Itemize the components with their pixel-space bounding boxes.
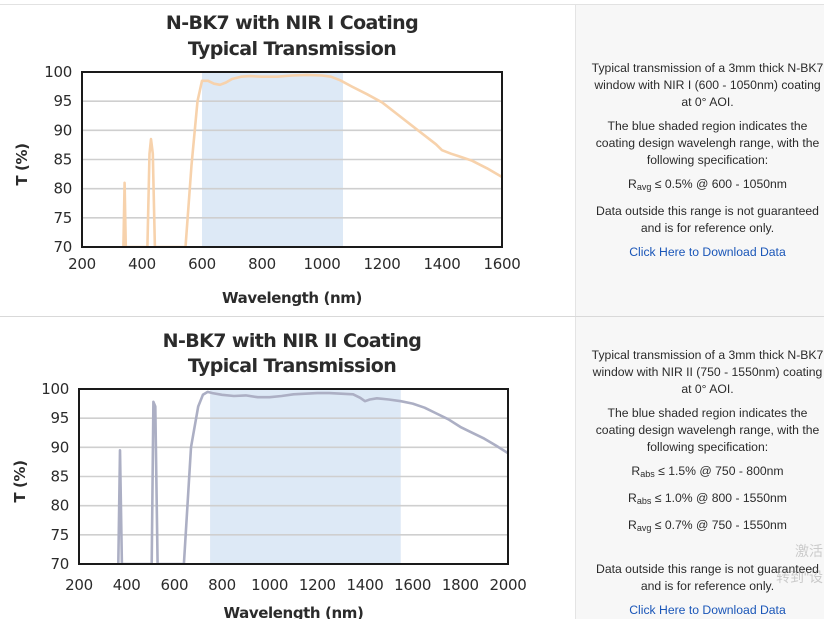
watermark-text: 激活	[795, 543, 823, 559]
spec-symbol: R	[628, 518, 637, 532]
spec-subscript: avg	[636, 523, 652, 533]
transmission-series-line	[117, 390, 508, 564]
x-tick-label: 800	[208, 576, 236, 594]
x-tick-label: 800	[248, 255, 276, 273]
product-row-nir-i: 200 400 600 800 1000 1200 1400 1600 70 75 80 85 90 95…	[0, 4, 824, 316]
disclaimer: Data outside this range is not guarantee…	[596, 562, 819, 593]
y-tick-label: 90	[51, 438, 70, 456]
spec-line: Ravg ≤ 0.7% @ 750 - 1550nm	[590, 517, 824, 537]
y-tick-label: 75	[54, 209, 73, 227]
spec-text: ≤ 0.5% @ 600 - 1050nm	[651, 177, 787, 191]
spec-text: ≤ 1.5% @ 750 - 800nm	[654, 464, 784, 478]
x-tick-label: 200	[65, 576, 93, 594]
x-tick-label: 1000	[304, 255, 341, 273]
y-tick-label: 80	[51, 497, 70, 515]
spec-text: ≤ 1.0% @ 800 - 1550nm	[651, 491, 787, 505]
spec-symbol: R	[628, 177, 637, 191]
plot-frame	[78, 388, 509, 565]
spec-list: Ravg ≤ 0.5% @ 600 - 1050nm	[590, 176, 824, 196]
y-tick-label: 85	[54, 151, 73, 169]
shade-note: The blue shaded region indicates the coa…	[595, 406, 820, 454]
description-cell: Typical transmission of a 3mm thick N-BK…	[575, 317, 824, 619]
y-tick-label: 100	[41, 380, 69, 398]
x-tick-label: 1200	[299, 576, 336, 594]
shade-note: The blue shaded region indicates the coa…	[595, 119, 820, 167]
description-text: Typical transmission of a 3mm thick N-BK…	[590, 347, 824, 619]
y-tick-label: 80	[54, 180, 73, 198]
x-tick-label: 2000	[490, 576, 527, 594]
spec-line: Rabs ≤ 1.0% @ 800 - 1550nm	[590, 490, 824, 510]
spec-subscript: avg	[636, 182, 652, 192]
x-tick-label: 1000	[251, 576, 288, 594]
watermark-text: 转到"设	[776, 569, 823, 585]
x-tick-label: 400	[113, 576, 141, 594]
x-tick-label: 1600	[484, 255, 521, 273]
y-tick-label: 70	[51, 555, 70, 573]
chart-subtitle: Typical Transmission	[188, 38, 396, 60]
description-line: Typical transmission of a 3mm thick N-BK…	[591, 61, 824, 109]
y-axis-label: T (%)	[13, 143, 31, 185]
x-tick-label: 600	[188, 255, 216, 273]
transmission-chart-nir-i: 200 400 600 800 1000 1200 1400 1600 70 75 80 85 90 95…	[13, 12, 521, 307]
download-data-link[interactable]: Click Here to Download Data	[629, 603, 786, 617]
spec-symbol: R	[628, 491, 637, 505]
chart-title: N-BK7 with NIR I Coating	[166, 12, 418, 34]
chart-subtitle: Typical Transmission	[188, 355, 396, 377]
y-tick-label: 70	[54, 238, 73, 256]
spec-subscript: abs	[636, 496, 652, 506]
spec-line: Ravg ≤ 0.5% @ 600 - 1050nm	[590, 176, 824, 196]
x-tick-label: 1400	[424, 255, 461, 273]
x-tick-label: 1400	[347, 576, 384, 594]
description-text: Typical transmission of a 3mm thick N-BK…	[590, 60, 824, 268]
chart-cell: 200 400 600 800 1000 1200 1400 1600 1800 2000 70 75…	[0, 317, 574, 619]
y-tick-label: 100	[44, 63, 72, 81]
disclaimer: Data outside this range is not guarantee…	[596, 204, 819, 235]
x-tick-label: 200	[68, 255, 96, 273]
y-tick-label: 85	[51, 468, 70, 486]
transmission-chart-nir-ii: 200 400 600 800 1000 1200 1400 1600 1800 2000 70 75…	[11, 330, 527, 619]
spec-text: ≤ 0.7% @ 750 - 1550nm	[651, 518, 787, 532]
chart-cell: 200 400 600 800 1000 1200 1400 1600 70 75 80 85 90 95…	[0, 5, 574, 316]
spec-symbol: R	[631, 464, 641, 478]
spec-subscript: abs	[640, 469, 655, 479]
product-row-nir-ii: 200 400 600 800 1000 1200 1400 1600 1800 2000 70 75…	[0, 316, 824, 619]
x-tick-label: 1200	[364, 255, 401, 273]
description-line: Typical transmission of a 3mm thick N-BK…	[591, 348, 824, 396]
y-tick-label: 75	[51, 526, 70, 544]
y-axis-label: T (%)	[11, 460, 29, 502]
chart-title: N-BK7 with NIR II Coating	[163, 330, 422, 352]
x-axis-label: Wavelength (nm)	[222, 289, 362, 307]
x-tick-label: 400	[128, 255, 156, 273]
x-tick-label: 1800	[442, 576, 479, 594]
spec-line: Rabs ≤ 1.5% @ 750 - 800nm	[590, 463, 824, 483]
spec-list: Rabs ≤ 1.5% @ 750 - 800nm Rabs ≤ 1.0% @ …	[590, 463, 824, 537]
x-tick-label: 1600	[394, 576, 431, 594]
y-tick-label: 90	[54, 121, 73, 139]
download-data-link[interactable]: Click Here to Download Data	[629, 245, 786, 259]
x-tick-label: 600	[160, 576, 188, 594]
description-cell: Typical transmission of a 3mm thick N-BK…	[575, 5, 824, 316]
y-tick-label: 95	[54, 92, 73, 110]
y-tick-label: 95	[51, 409, 70, 427]
x-axis-label: Wavelength (nm)	[224, 604, 364, 619]
plot-frame	[81, 71, 503, 248]
transmission-series-line	[122, 73, 502, 247]
